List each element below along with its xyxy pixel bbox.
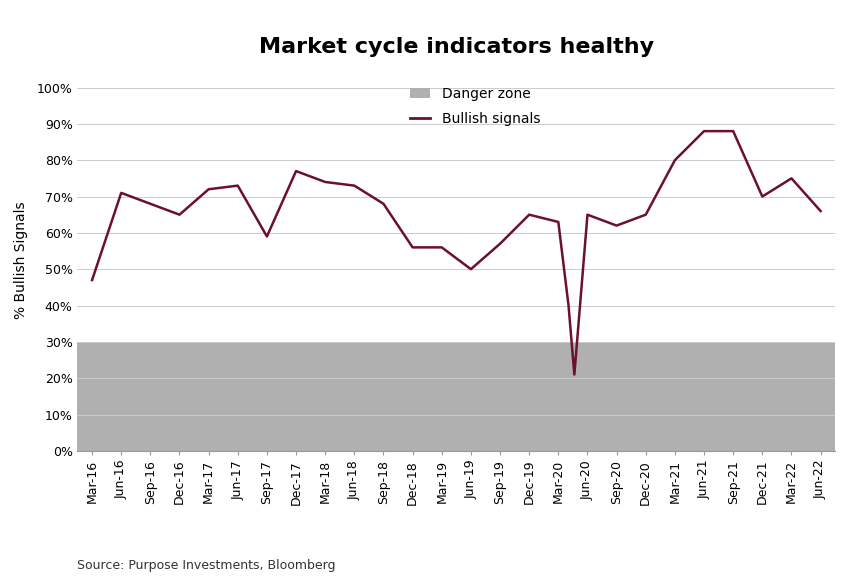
- Text: Source: Purpose Investments, Bloomberg: Source: Purpose Investments, Bloomberg: [77, 560, 336, 572]
- Bar: [77, 342, 835, 451]
- Y-axis label: % Bullish Signals: % Bullish Signals: [15, 201, 28, 319]
- Legend: Danger zone, Bullish signals: Danger zone, Bullish signals: [403, 80, 547, 133]
- Title: Market cycle indicators healthy: Market cycle indicators healthy: [259, 36, 653, 57]
